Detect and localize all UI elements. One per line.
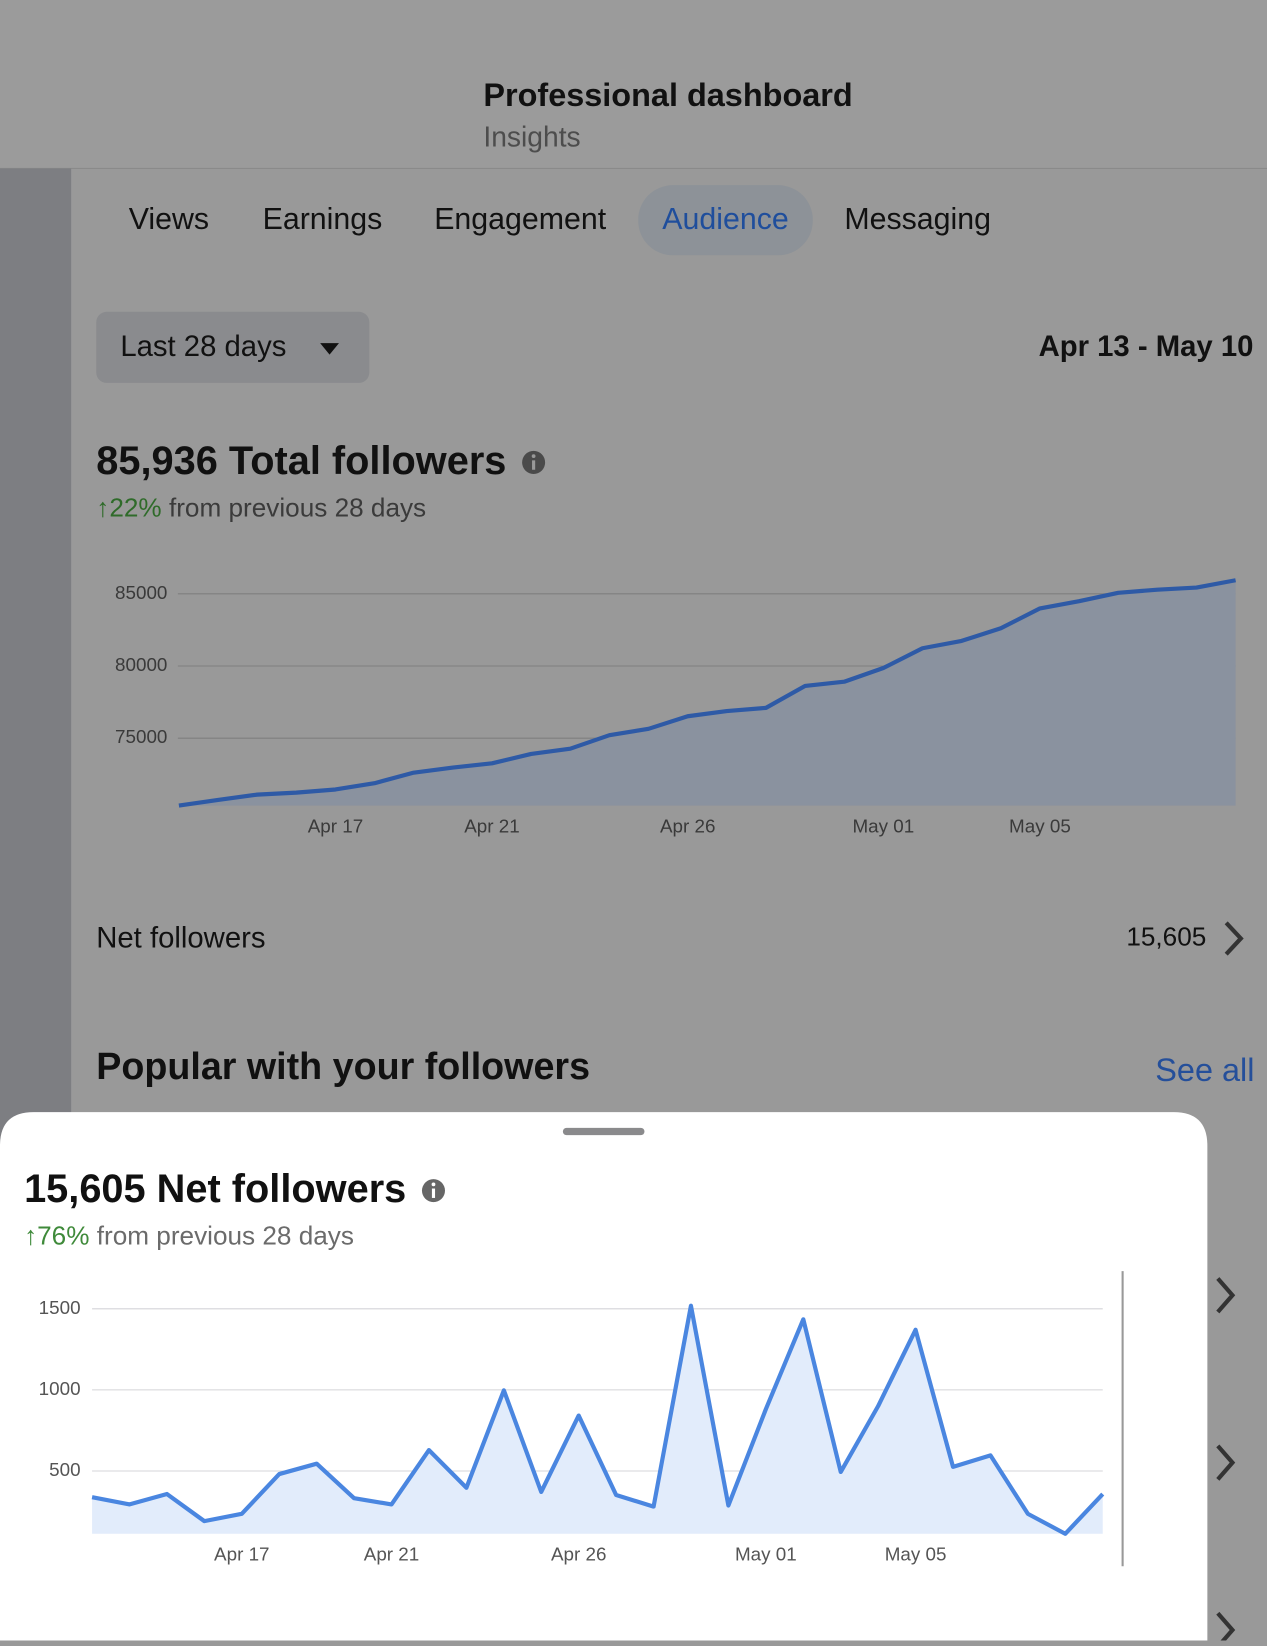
date-filter-label: Last 28 days <box>120 330 286 363</box>
dropdown-icon <box>320 343 339 355</box>
metric-title: 15,605 Net followers <box>24 1167 406 1211</box>
line <box>91 1303 1105 1536</box>
info-icon-mark <box>431 1188 436 1198</box>
x-tick-label: Apr 26 <box>551 1544 606 1565</box>
area-fill <box>178 580 1236 806</box>
change-note: from previous 28 days <box>169 492 426 522</box>
chevron[interactable] <box>1224 921 1244 956</box>
y-tick-label: 1500 <box>39 1297 81 1318</box>
info-icon-dot <box>431 1182 436 1187</box>
y-tick-label: 85000 <box>115 582 167 603</box>
tab[interactable]: Messaging <box>844 203 991 236</box>
net-followers-panel: 15,605 Net followers ↑76% from previous 28… <box>24 1167 1105 1565</box>
see-all-link[interactable]: See all <box>1155 1052 1254 1088</box>
info-icon-mark <box>532 460 536 470</box>
date-filter[interactable] <box>96 311 370 383</box>
y-tick-label: 500 <box>49 1459 80 1480</box>
change-percent: ↑22% <box>96 492 161 522</box>
top-bar <box>0 0 1267 169</box>
date-range: Apr 13 - May 10 <box>1039 330 1254 363</box>
tab-highlight <box>638 185 813 256</box>
x-tick-label: Apr 21 <box>464 816 519 837</box>
chevron[interactable] <box>1216 1277 1236 1314</box>
page-subtitle: Insights <box>483 121 580 153</box>
area-fill <box>92 1305 1103 1534</box>
page-title: Professional dashboard <box>483 77 852 113</box>
tab-bar: Views Earnings Engagement Audience Messaging <box>129 185 991 256</box>
chevron[interactable] <box>1216 1444 1236 1481</box>
x-tick-label: Apr 21 <box>364 1544 419 1565</box>
tab[interactable]: Audience <box>662 203 788 236</box>
change-percent: ↑76% <box>24 1221 89 1251</box>
y-tick-label: 75000 <box>115 726 167 747</box>
x-tick-label: Apr 17 <box>214 1544 269 1565</box>
x-tick-label: May 05 <box>885 1544 947 1565</box>
metric-title: 85,936 Total followers <box>96 439 506 483</box>
y-tick-label: 1000 <box>39 1378 81 1399</box>
line <box>178 578 1236 808</box>
tab[interactable]: Earnings <box>263 203 383 236</box>
tab[interactable]: Views <box>129 203 209 236</box>
y-tick-label: 80000 <box>115 654 167 675</box>
x-tick-label: May 01 <box>853 816 915 837</box>
tab[interactable]: Engagement <box>434 203 607 236</box>
net-followers-label[interactable]: Net followers <box>96 921 265 954</box>
change-note: from previous 28 days <box>97 1221 354 1251</box>
x-tick-label: May 01 <box>735 1544 797 1565</box>
section-title: Popular with your followers <box>96 1045 590 1087</box>
x-tick-label: Apr 26 <box>660 816 715 837</box>
info-icon-dot <box>531 454 536 459</box>
net-followers-value: 15,605 <box>1126 921 1206 951</box>
x-tick-label: Apr 17 <box>308 816 363 837</box>
sheet-handle[interactable] <box>562 1127 645 1136</box>
x-tick-label: May 05 <box>1009 816 1071 837</box>
total-followers-panel: 85,936 Total followers ↑22% from previous … <box>96 439 1236 837</box>
